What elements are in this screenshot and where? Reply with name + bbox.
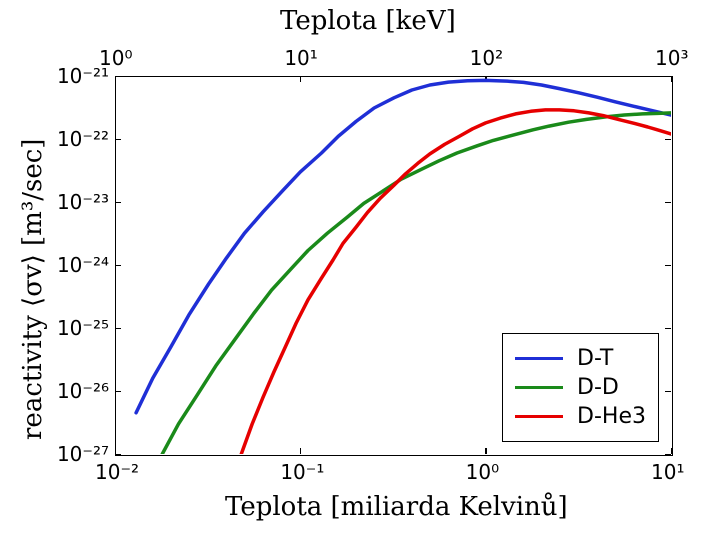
x-bottom-tick-label: 10⁰ [466, 460, 499, 484]
legend-row-d-he3: D-He3 [515, 404, 646, 429]
legend: D-T D-D D-He3 [502, 333, 659, 442]
legend-row-d-t: D-T [515, 346, 646, 371]
fusion-reactivity-chart: Teplota [keV] 10⁰10¹10²10³ reactivity ⟨σ… [0, 0, 709, 547]
legend-label: D-D [577, 375, 619, 400]
legend-swatch [515, 386, 563, 390]
x-axis-bottom-label: Teplota [miliarda Kelvinů] [225, 492, 568, 522]
x-bottom-tick-label: 10⁻² [95, 460, 139, 484]
legend-row-d-d: D-D [515, 375, 646, 400]
legend-label: D-T [577, 346, 613, 371]
legend-label: D-He3 [577, 404, 646, 429]
y-tick-label: 10⁻²⁵ [57, 316, 109, 340]
legend-swatch [515, 357, 563, 361]
y-tick-label: 10⁻²⁴ [57, 253, 109, 277]
x-bottom-tick-label: 10⁻¹ [280, 460, 324, 484]
legend-swatch [515, 415, 563, 419]
y-tick-label: 10⁻²⁶ [57, 379, 109, 403]
y-tick-label: 10⁻²² [57, 127, 109, 151]
y-tick-label: 10⁻²¹ [57, 64, 109, 88]
y-tick-label: 10⁻²³ [57, 190, 109, 214]
x-bottom-tick-label: 10¹ [651, 460, 684, 484]
y-axis-label: reactivity ⟨σv⟩ [m³/sec] [18, 139, 48, 440]
